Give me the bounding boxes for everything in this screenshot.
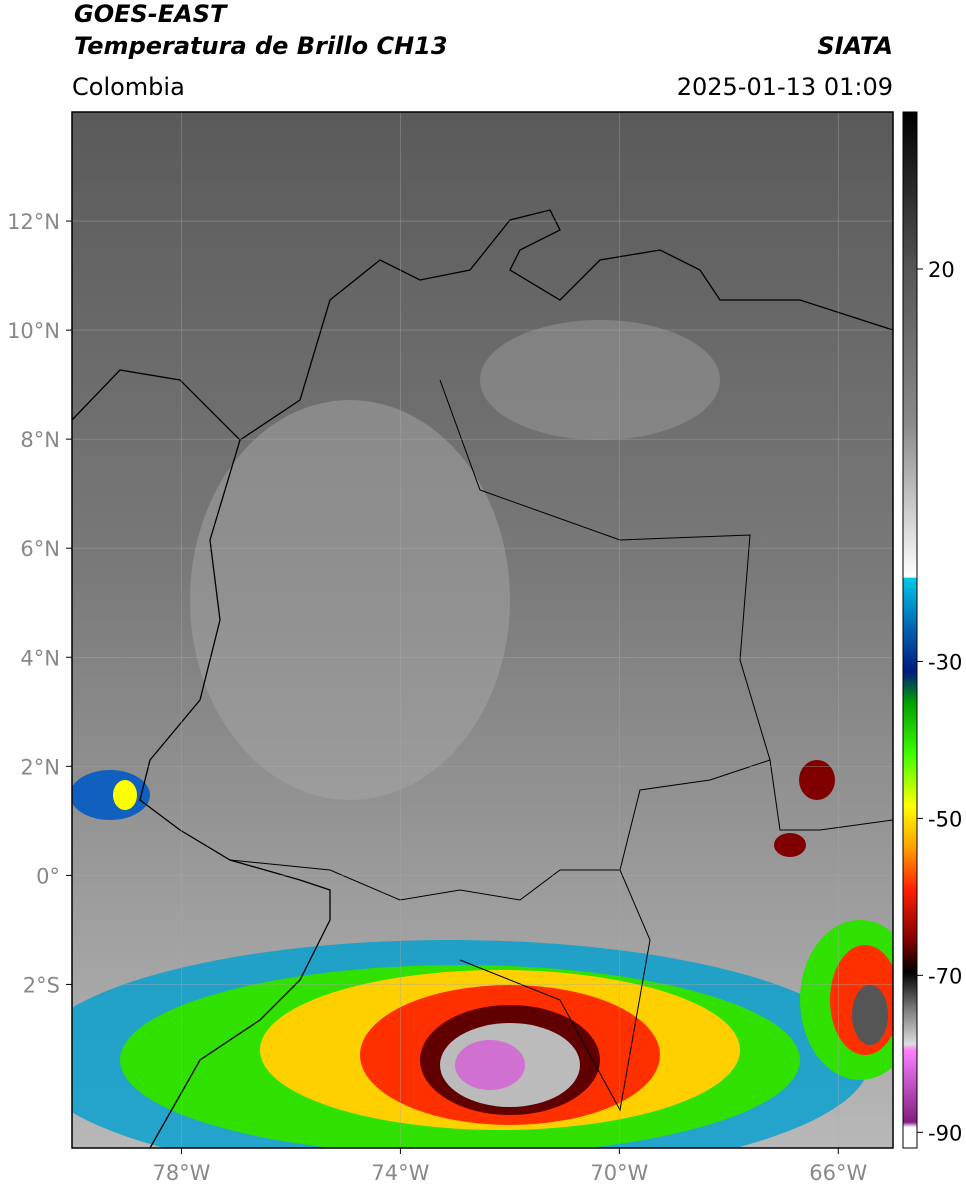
storm	[774, 833, 806, 857]
y-tick-label: 12°N	[7, 210, 60, 234]
storm	[852, 985, 888, 1045]
source: SIATA	[817, 32, 893, 60]
storm	[113, 780, 137, 810]
y-tick-label: 2°N	[20, 755, 60, 779]
x-tick-label: 78°W	[152, 1161, 210, 1185]
map-frame	[71, 111, 894, 1149]
storm	[72, 770, 150, 820]
colorbar-tick-label: -30	[928, 650, 962, 674]
colorbar	[902, 111, 918, 1149]
subtitle: Temperatura de Brillo CH13	[74, 32, 448, 60]
colorbar-tick-label: -90	[928, 1121, 962, 1145]
y-tick-label: 0°	[36, 864, 60, 888]
colorbar-tick-label: 20	[928, 258, 955, 282]
y-tick-label: 2°S	[23, 973, 60, 997]
border	[459, 869, 651, 1112]
graticule	[66, 112, 893, 1154]
y-tick-label: 4°N	[20, 646, 60, 670]
storm	[799, 760, 835, 800]
title: GOES-EAST	[74, 0, 228, 28]
colorbar-tick-label: -70	[928, 964, 962, 988]
storm	[455, 1040, 525, 1090]
x-tick-label: 70°W	[590, 1161, 648, 1185]
region: Colombia	[72, 73, 185, 101]
y-tick-label: 10°N	[7, 319, 60, 343]
coastline	[72, 209, 893, 441]
cloud	[480, 320, 720, 440]
imagery	[72, 112, 893, 1148]
colorbar-tick-label: -50	[928, 807, 962, 831]
cloud	[190, 400, 510, 800]
border	[439, 379, 771, 761]
y-tick-label: 6°N	[20, 537, 60, 561]
y-tick-label: 8°N	[20, 428, 60, 452]
x-tick-label: 74°W	[371, 1161, 429, 1185]
x-tick-label: 66°W	[809, 1161, 867, 1185]
datetime: 2025-01-13 01:09	[677, 73, 893, 101]
